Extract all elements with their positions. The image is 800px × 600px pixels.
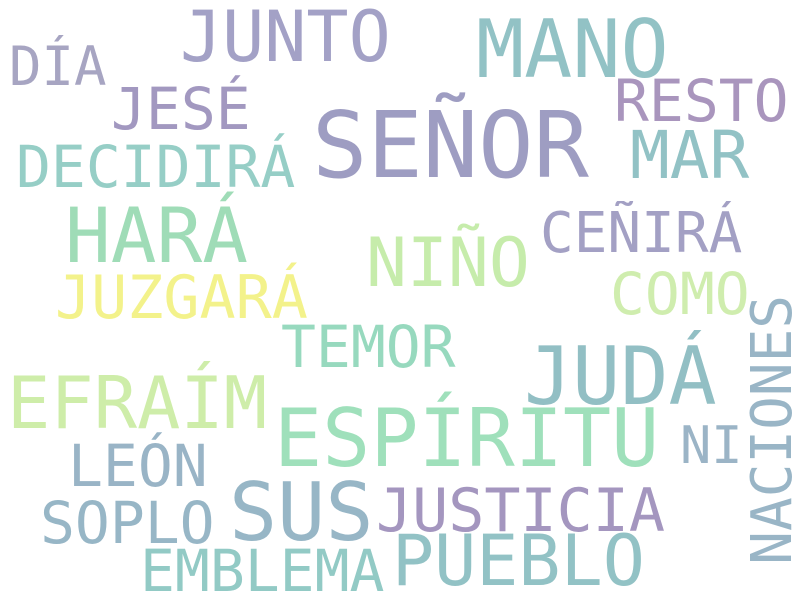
word-ni: NI (680, 416, 743, 476)
word-temor: TEMOR (281, 313, 456, 381)
word-sus: SUS (229, 466, 374, 559)
word-espiritu: ESPÍRITU (274, 392, 660, 485)
word-decidira: DECIDIRÁ (16, 133, 296, 201)
word-leon: LEÓN (68, 432, 208, 500)
word-juzgara: JUZGARÁ (55, 263, 308, 333)
word-hara: HARÁ (65, 191, 249, 280)
word-efraim: EFRAÍM (7, 361, 268, 445)
word-como: COMO (610, 260, 750, 328)
word-mar: MAR (630, 117, 750, 194)
word-jese: JESÉ (111, 75, 251, 143)
word-junto: JUNTO (180, 0, 391, 78)
word-justicia: JUSTICIA (376, 476, 665, 546)
word-nino: NIÑO (366, 224, 530, 303)
word-naciones: NACIONES (740, 295, 800, 565)
word-pueblo: PUEBLO (392, 520, 645, 600)
word-soplo: SOPLO (40, 489, 215, 557)
word-emblema: EMBLEMA (140, 537, 385, 600)
word-cenira: CEÑIRÁ (540, 201, 743, 266)
word-juda: JUDÁ (524, 330, 717, 423)
word-resto: RESTO (614, 67, 789, 135)
word-mano: MANO (476, 3, 669, 96)
word-senor: SEÑOR (312, 92, 589, 199)
word-dia: DÍA (9, 35, 107, 98)
